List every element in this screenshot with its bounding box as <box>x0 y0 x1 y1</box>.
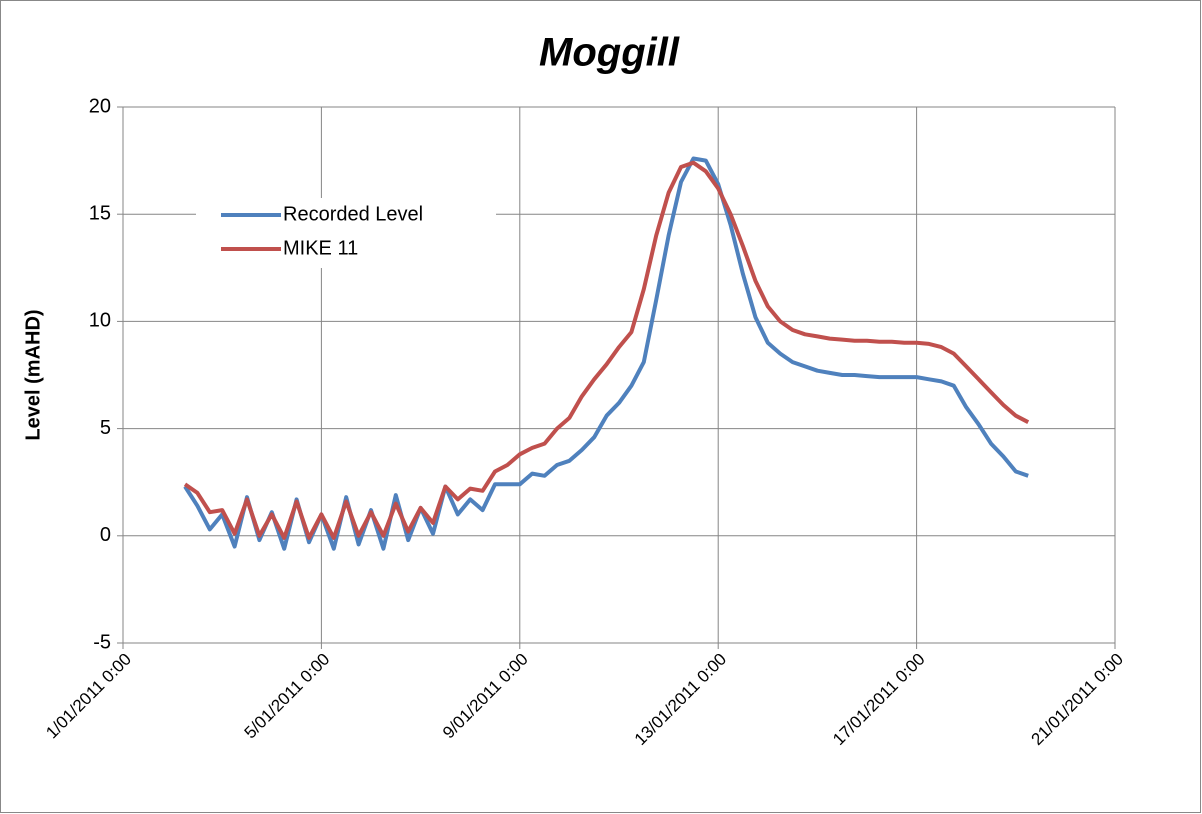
y-tick-label: 5 <box>100 417 111 439</box>
y-tick-label: 10 <box>89 310 111 332</box>
legend-label: MIKE 11 <box>283 237 358 259</box>
y-axis-label: Level (mAHD) <box>22 309 44 440</box>
y-tick-label: 20 <box>89 95 111 117</box>
chart-title: Moggill <box>539 31 680 75</box>
y-tick-label: 0 <box>100 524 111 546</box>
y-tick-label: 15 <box>89 202 111 224</box>
legend-box <box>196 198 496 268</box>
y-tick-label: -5 <box>93 631 111 653</box>
legend-label: Recorded Level <box>283 203 423 225</box>
data-line <box>183 160 1030 540</box>
